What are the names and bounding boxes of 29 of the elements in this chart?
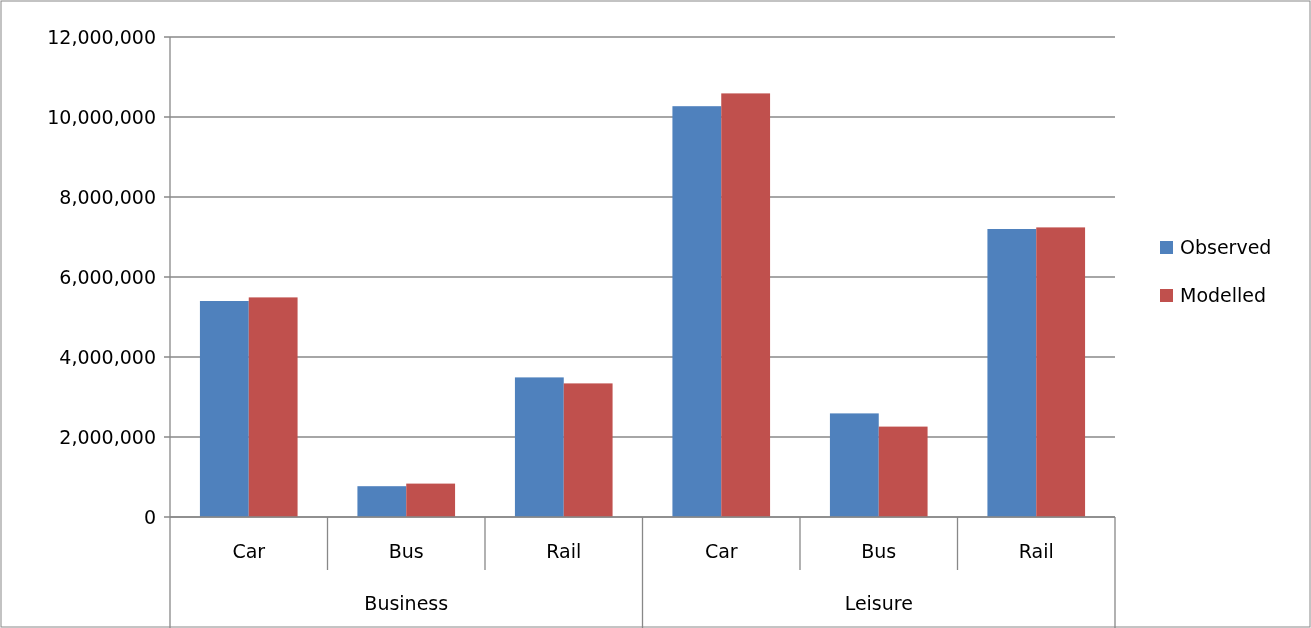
bar: [672, 106, 722, 517]
bar: [878, 426, 928, 517]
y-tick-label: 4,000,000: [59, 345, 156, 368]
bar: [829, 413, 879, 517]
y-tick-label: 6,000,000: [59, 265, 156, 288]
bar: [406, 483, 456, 517]
y-tick-label: 0: [143, 505, 156, 528]
x-tick-label: Car: [232, 539, 266, 562]
bar: [248, 297, 298, 517]
x-tick-label: Rail: [546, 539, 582, 562]
bar: [987, 229, 1037, 517]
legend-label: Observed: [1180, 235, 1272, 258]
text: Business: [364, 591, 449, 614]
bar: [563, 383, 613, 517]
bar: [721, 93, 771, 517]
bar: [357, 486, 407, 517]
bar: [514, 377, 564, 517]
x-tick-label: Bus: [388, 539, 424, 562]
bar: [199, 301, 249, 517]
text: Leisure: [844, 591, 913, 614]
x-tick-label: Car: [704, 539, 738, 562]
y-tick-label: 2,000,000: [59, 425, 156, 448]
y-tick-label: 12,000,000: [47, 25, 156, 48]
x-tick-label: Bus: [861, 539, 897, 562]
y-tick-label: 10,000,000: [47, 105, 156, 128]
bar: [1036, 227, 1086, 517]
legend-label: Modelled: [1180, 283, 1267, 306]
x-tick-label: Rail: [1018, 539, 1054, 562]
y-tick-label: 8,000,000: [59, 185, 156, 208]
